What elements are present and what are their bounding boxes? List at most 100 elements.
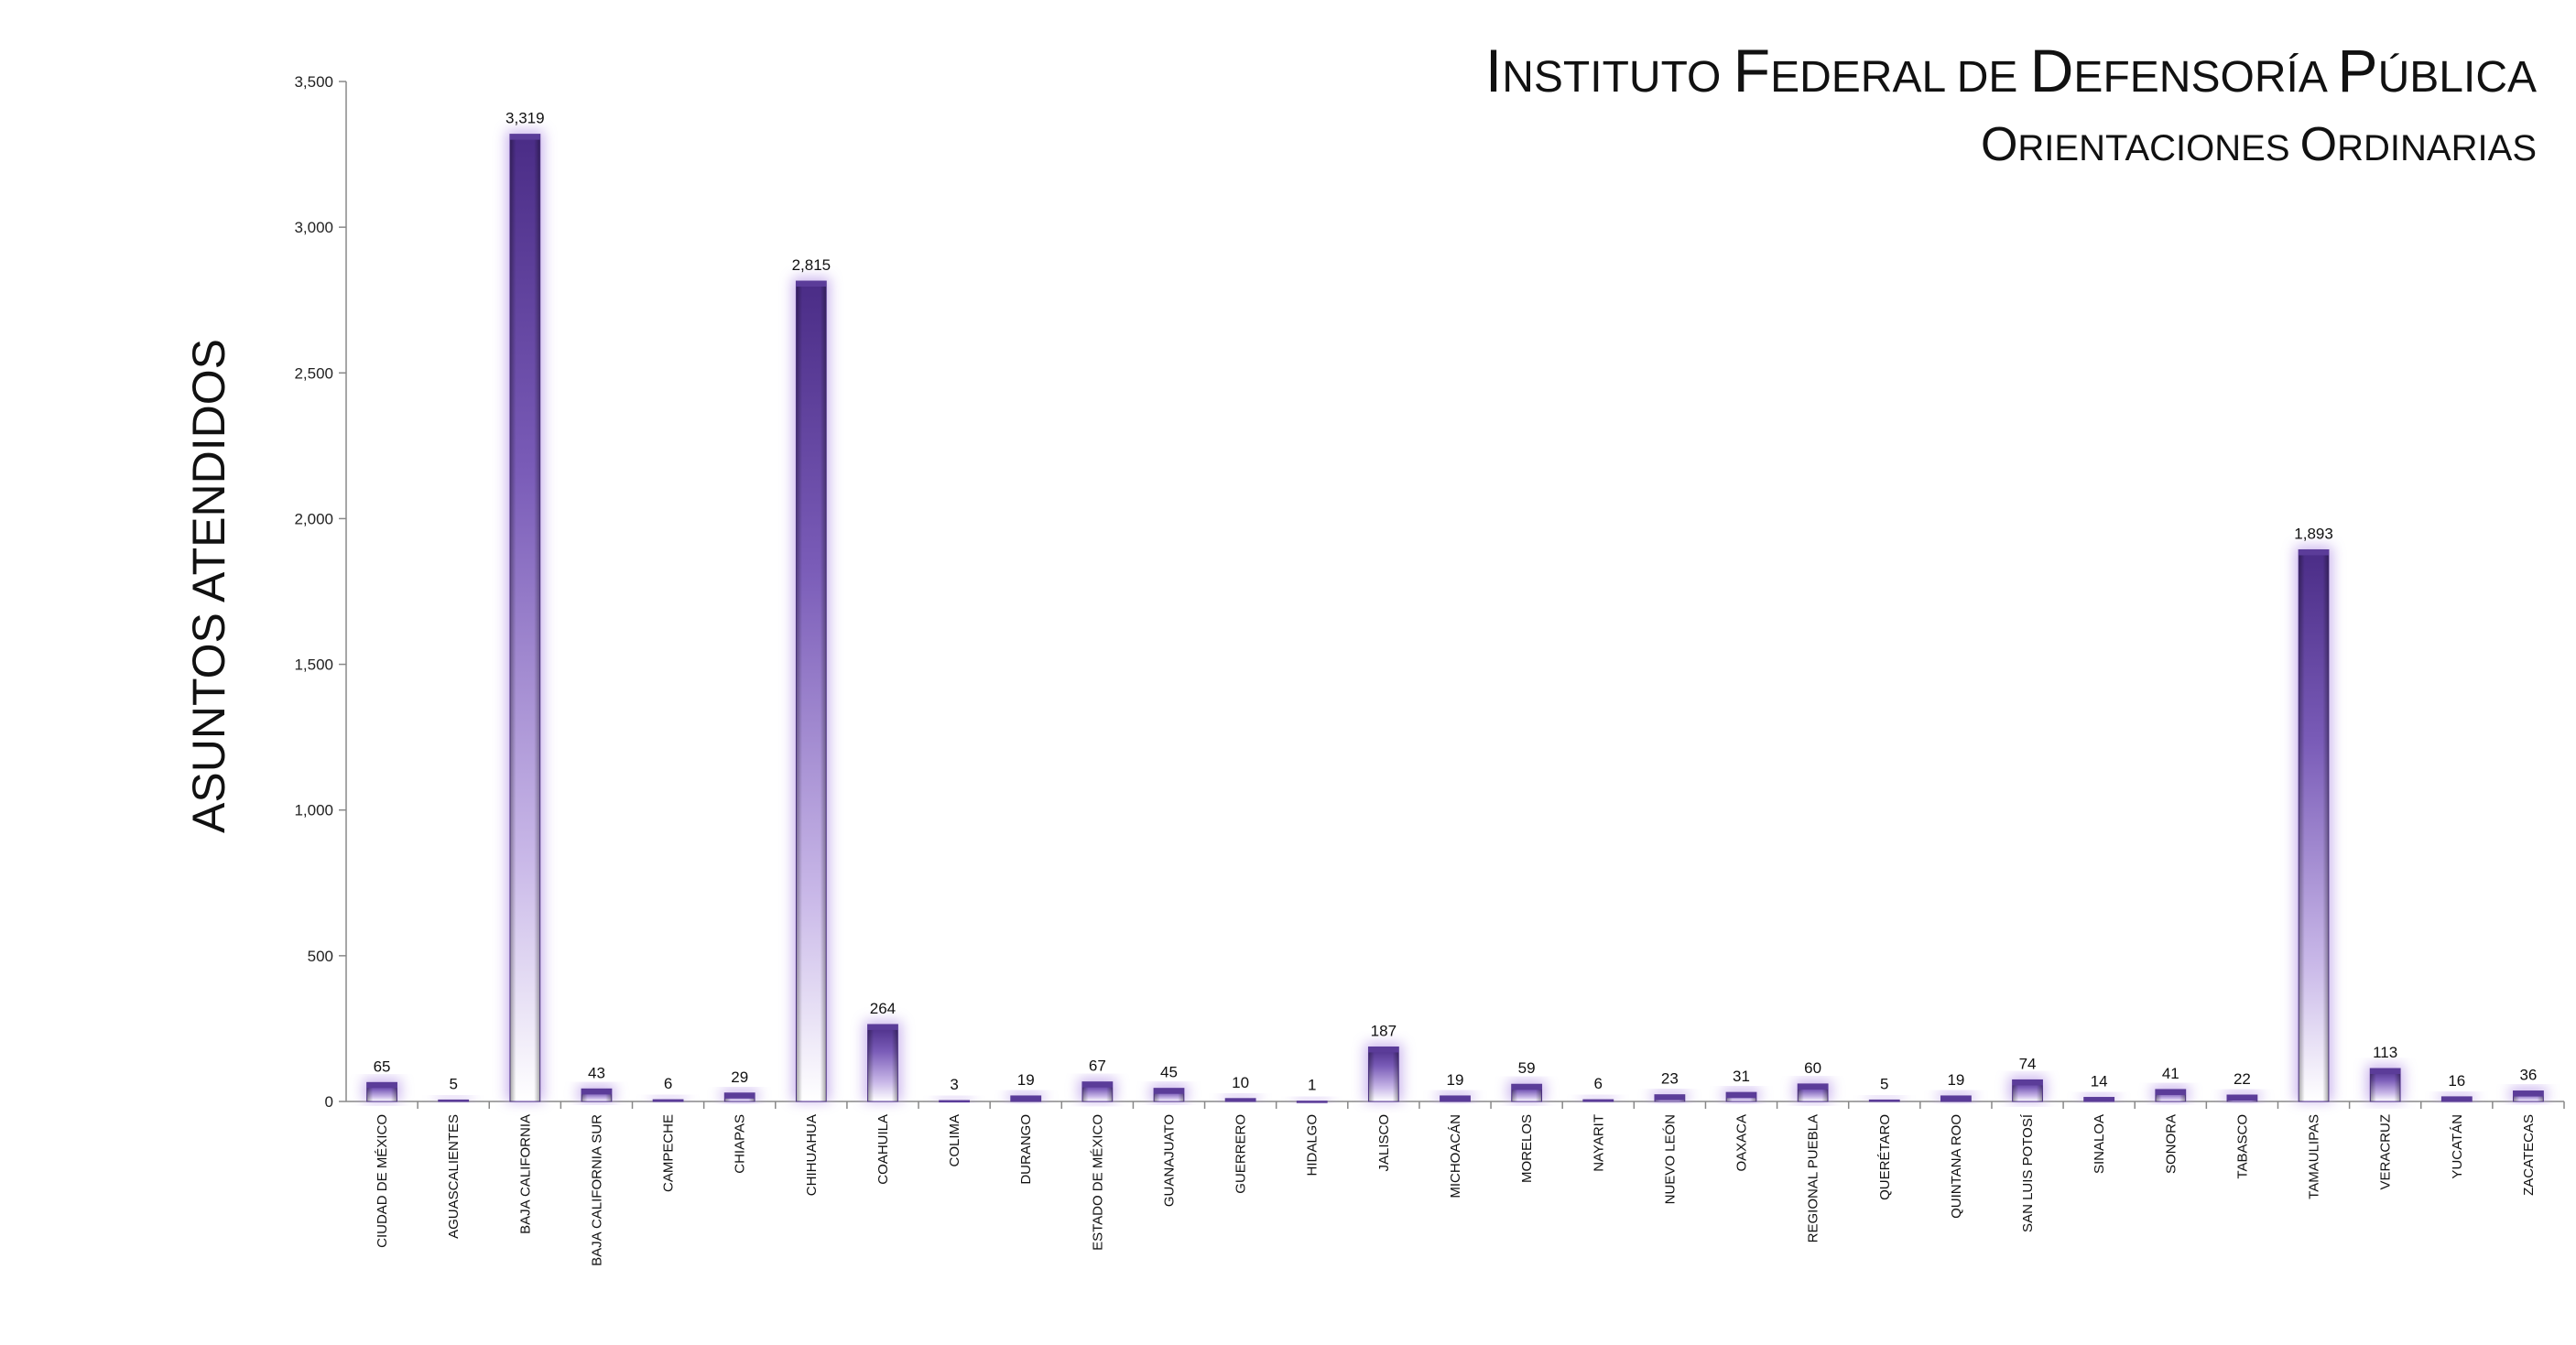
x-category-label: MICHOACÁN [1448, 1114, 1463, 1199]
x-category-label: GUANAJUATO [1161, 1114, 1177, 1207]
bar-value-label: 45 [1160, 1064, 1178, 1081]
bar-group: 3 [935, 1076, 973, 1103]
bar-group: 67 [1078, 1058, 1116, 1102]
x-category-label: SINALOA [2092, 1114, 2107, 1174]
bar-group: 187 [1364, 1022, 1403, 1102]
bar-value-label: 10 [1232, 1074, 1249, 1091]
bar-glow [649, 1096, 687, 1101]
bar-cap [653, 1100, 683, 1101]
x-axis: CIUDAD DE MÉXICO AGUASCALIENTES BAJA CALIF… [346, 1101, 2565, 1266]
x-category-label: TABASCO [2234, 1114, 2250, 1179]
y-axis: 0 500 1,000 1,500 2,000 2,500 3,000 3,500 [294, 73, 347, 1111]
bar-cap [1297, 1101, 1328, 1103]
y-tick-label: 1,500 [294, 656, 333, 674]
bars: 65 5 3,319 43 6 29 2,815 264 3 19 67 45 10 1 187 19 59 6 2… [363, 110, 2548, 1103]
bar-value-label: 19 [1947, 1071, 1964, 1089]
chart-subtitle: ORIENTACIONES ORDINARIAS [1981, 118, 2537, 171]
bar-cap [2012, 1079, 2043, 1086]
bar-value-label: 74 [2019, 1055, 2037, 1072]
bar-value-label: 187 [1371, 1022, 1397, 1039]
x-category-label: MORELOS [1519, 1114, 1535, 1183]
bar-group: 60 [1794, 1059, 1832, 1102]
bar-group: 45 [1150, 1064, 1188, 1102]
bar-cap [1582, 1100, 1614, 1101]
bar-value-label: 67 [1089, 1058, 1106, 1075]
bar-cap [1368, 1047, 1399, 1053]
bar-group: 65 [363, 1058, 401, 1102]
bar-cap [1940, 1095, 1972, 1101]
x-category-label: AGUASCALIENTES [446, 1114, 462, 1239]
bar-cap [582, 1089, 612, 1095]
bar-group: 14 [2080, 1073, 2118, 1102]
bar-value-label: 19 [1447, 1071, 1464, 1089]
title-block: INSTITUTO FEDERAL DE DEFENSORÍA PÚBLICA … [1485, 37, 2537, 171]
x-category-label: COAHUILA [875, 1114, 891, 1185]
bar-group: 31 [1723, 1068, 1760, 1102]
x-category-label: CHIAPAS [733, 1114, 748, 1174]
x-category-label: TAMAULIPAS [2307, 1114, 2322, 1199]
bar-value-label: 22 [2234, 1070, 2251, 1088]
bar-value-label: 6 [664, 1075, 672, 1092]
bar-value-label: 65 [374, 1058, 391, 1075]
bar-value-label: 264 [870, 1000, 896, 1017]
bar-cap [2370, 1068, 2401, 1075]
bar-glow [935, 1097, 973, 1102]
x-category-label: HIDALGO [1305, 1114, 1321, 1177]
y-tick-label: 1,000 [294, 802, 333, 819]
x-category-label: JALISCO [1376, 1114, 1392, 1172]
bar-cap [1010, 1095, 1041, 1101]
x-category-label: YUCATÁN [2450, 1114, 2465, 1179]
bar-value-label: 36 [2519, 1067, 2537, 1084]
bar-value-label: 19 [1017, 1071, 1035, 1089]
bar-group: 74 [2008, 1055, 2047, 1102]
y-tick-label: 3,500 [294, 73, 333, 91]
bar-cap [796, 281, 827, 287]
x-category-label: ZACATECAS [2521, 1114, 2537, 1196]
bar-group: 23 [1650, 1070, 1689, 1102]
bar-cap [2513, 1090, 2544, 1097]
bar-value-label: 5 [1880, 1075, 1888, 1092]
bar-value-label: 16 [2448, 1072, 2465, 1090]
y-tick-label: 0 [325, 1093, 333, 1111]
x-category-label: NUEVO LEÓN [1662, 1114, 1678, 1204]
bar-value-label: 43 [588, 1064, 605, 1081]
y-tick-label: 2,500 [294, 364, 333, 382]
bar-group: 6 [1579, 1075, 1617, 1102]
bar-group: 41 [2151, 1065, 2190, 1102]
bar-group: 1,893 [2294, 525, 2333, 1102]
bar-glow [1865, 1096, 1904, 1101]
bar-cap [867, 1024, 898, 1030]
bar-cap [509, 134, 540, 140]
bar-group: 19 [1006, 1071, 1045, 1102]
bar-shade [509, 134, 540, 1101]
bar-cap [2227, 1094, 2257, 1101]
bar-cap [1798, 1083, 1829, 1090]
bar-glow [1579, 1096, 1617, 1101]
bar-group: 5 [1865, 1075, 1904, 1102]
bar-cap [438, 1100, 469, 1101]
y-tick-label: 500 [308, 948, 333, 965]
bar-value-label: 29 [731, 1068, 748, 1086]
bar-value-label: 6 [1594, 1075, 1603, 1092]
bar-value-label: 23 [1661, 1070, 1679, 1088]
bar-glow [434, 1096, 473, 1101]
bar-group: 22 [2223, 1070, 2261, 1102]
bar-cap [724, 1092, 755, 1099]
bar-group: 113 [2366, 1044, 2405, 1102]
bar-group: 19 [1436, 1071, 1474, 1102]
x-category-label: GUERRERO [1234, 1114, 1249, 1194]
y-tick-label: 2,000 [294, 510, 333, 527]
x-category-label: SAN LUIS POTOSÍ [2020, 1113, 2036, 1232]
bar-group: 10 [1222, 1074, 1260, 1102]
y-axis-label: ASUNTOS ATENDIDOS [183, 339, 234, 833]
bar-cap [1225, 1098, 1256, 1101]
bar-cap [939, 1101, 970, 1102]
x-category-label: SONORA [2163, 1114, 2179, 1174]
bar-group: 59 [1507, 1059, 1546, 1102]
chart-title: INSTITUTO FEDERAL DE DEFENSORÍA PÚBLICA [1485, 37, 2537, 104]
bar-shade [2299, 549, 2329, 1101]
x-category-label: DURANGO [1018, 1114, 1034, 1185]
bar-value-label: 5 [449, 1075, 457, 1092]
bar-value-label: 31 [1733, 1068, 1750, 1085]
y-tick-label: 3,000 [294, 219, 333, 236]
